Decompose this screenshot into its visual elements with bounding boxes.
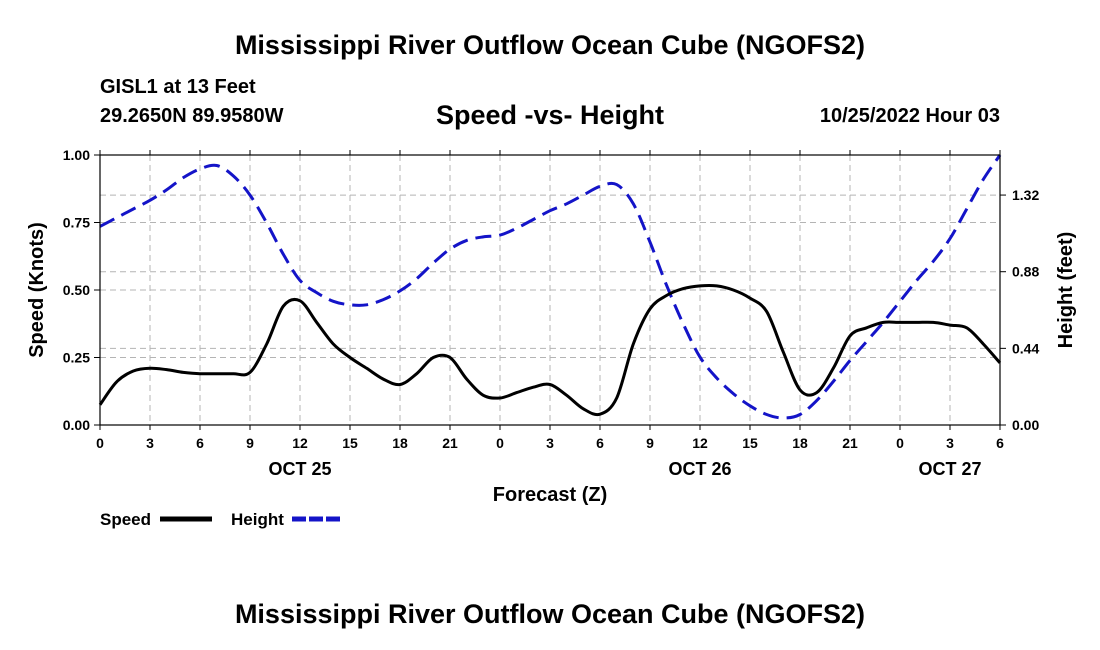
series-layer bbox=[98, 154, 1002, 420]
x-tick-label: 6 bbox=[996, 435, 1004, 451]
station-label: GISL1 at 13 Feet bbox=[100, 76, 256, 98]
x-axis-label: Forecast (Z) bbox=[493, 484, 607, 506]
date-label: OCT 25 bbox=[268, 459, 331, 479]
x-tick-label: 3 bbox=[946, 435, 954, 451]
date-label: OCT 26 bbox=[668, 459, 731, 479]
series-line-speed bbox=[98, 284, 1002, 417]
forecast-datetime: 10/25/2022 Hour 03 bbox=[819, 105, 1000, 127]
legend-height-label: Height bbox=[231, 510, 284, 529]
y2-axis-label: Height (feet) bbox=[1055, 232, 1077, 349]
y2-tick-label: 0.88 bbox=[1012, 264, 1039, 280]
y2-tick-label: 0.44 bbox=[1012, 340, 1039, 356]
main-title: Mississippi River Outflow Ocean Cube (NG… bbox=[234, 30, 866, 60]
y-axis-label: Speed (Knots) bbox=[26, 222, 48, 358]
x-tick-label: 21 bbox=[842, 435, 858, 451]
x-tick-label: 21 bbox=[442, 435, 458, 451]
x-tick-label: 15 bbox=[342, 435, 358, 451]
legend-speed-label: Speed bbox=[100, 510, 151, 529]
x-tick-label: 0 bbox=[896, 435, 904, 451]
series-line-height bbox=[99, 154, 1002, 420]
station-coordinates: 29.2650N 89.9580W bbox=[100, 105, 284, 127]
x-tick-label: 6 bbox=[596, 435, 604, 451]
y-tick-label: 0.00 bbox=[63, 417, 90, 433]
x-tick-label: 0 bbox=[96, 435, 104, 451]
x-tick-label: 18 bbox=[392, 435, 408, 451]
y2-tick-label: 1.32 bbox=[1012, 187, 1039, 203]
x-tick-label: 3 bbox=[146, 435, 154, 451]
axes: 0 3 6 9 12 15 18 21 0 3 6 9 12 15 18 21 0 3 6 0.00 0.25 0.50 0… bbox=[63, 147, 1040, 479]
chart-title: Speed -vs- Height bbox=[435, 100, 665, 130]
x-tick-label: 12 bbox=[292, 435, 308, 451]
y-tick-label: 0.75 bbox=[63, 215, 90, 231]
y-tick-label: 1.00 bbox=[63, 147, 90, 163]
x-tick-label: 0 bbox=[496, 435, 504, 451]
x-tick-label: 6 bbox=[196, 435, 204, 451]
y-tick-label: 0.25 bbox=[63, 350, 90, 366]
bottom-title: Mississippi River Outflow Ocean Cube (NG… bbox=[234, 599, 866, 629]
x-tick-label: 18 bbox=[792, 435, 808, 451]
legend: Speed Height bbox=[100, 510, 343, 529]
x-tick-label: 15 bbox=[742, 435, 758, 451]
x-tick-label: 12 bbox=[692, 435, 708, 451]
date-label: OCT 27 bbox=[918, 459, 981, 479]
y-tick-label: 0.50 bbox=[63, 282, 90, 298]
y2-tick-label: 0.00 bbox=[1012, 417, 1039, 433]
x-tick-label: 3 bbox=[546, 435, 554, 451]
x-tick-label: 9 bbox=[246, 435, 254, 451]
x-tick-label: 9 bbox=[646, 435, 654, 451]
